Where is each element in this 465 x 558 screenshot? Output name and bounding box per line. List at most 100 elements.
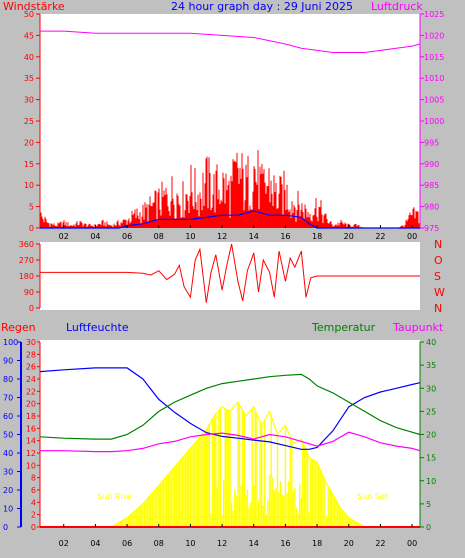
humidity-tick-label: 2 <box>31 511 36 520</box>
rain-tick-label: 100 <box>3 338 18 347</box>
wind-tick-label: 30 <box>24 96 34 105</box>
hour-tick-label: 06 <box>122 232 132 241</box>
pressure-tick-label: 1005 <box>424 96 444 105</box>
hour-tick-label: 16 <box>280 232 290 241</box>
wind-axis-title: Windstärke <box>3 0 65 13</box>
compass-label: O <box>434 254 443 267</box>
hour-tick-label: 00 <box>407 232 417 241</box>
sun-event-label: Sun Set <box>357 492 388 501</box>
humidity-tick-label: 4 <box>31 498 36 507</box>
dewpoint-line <box>40 431 421 453</box>
wind-tick-label: 0 <box>29 224 34 233</box>
rain-tick-label: 80 <box>3 375 13 384</box>
direction-tick-label: 90 <box>24 288 34 297</box>
wind-tick-label: 25 <box>24 117 34 126</box>
rain-tick-label: 40 <box>3 449 13 458</box>
compass-label: N <box>434 238 442 251</box>
pressure-tick-label: 1025 <box>424 10 444 19</box>
temperature-tick-label: 5 <box>426 500 431 509</box>
temperature-tick-label: 20 <box>426 431 436 440</box>
temperature-tick-label: 25 <box>426 407 436 416</box>
dewpoint-axis-title: Taupunkt <box>392 321 444 334</box>
pressure-tick-label: 995 <box>424 138 439 147</box>
direction-tick-label: 0 <box>29 304 34 313</box>
hour-tick-label: 20 <box>344 232 354 241</box>
pressure-tick-label: 980 <box>424 203 439 212</box>
pressure-tick-label: 1000 <box>424 117 444 126</box>
wind-tick-label: 5 <box>29 203 34 212</box>
wind-panel-bg <box>40 14 420 228</box>
wind-tick-label: 15 <box>24 160 34 169</box>
pressure-tick-label: 990 <box>424 160 439 169</box>
hour-tick-label: 10 <box>185 539 195 548</box>
rain-axis-title: Regen <box>1 321 36 334</box>
rain-tick-label: 0 <box>3 523 8 532</box>
humidity-tick-label: 16 <box>26 424 36 433</box>
temperature-tick-label: 40 <box>426 338 436 347</box>
hour-tick-label: 12 <box>217 232 227 241</box>
rain-tick-label: 10 <box>3 505 13 514</box>
wind-tick-label: 45 <box>24 31 34 40</box>
sun-event-label: Sun Rise <box>97 492 132 501</box>
humidity-tick-label: 12 <box>26 449 36 458</box>
chart-title: 24 hour graph day : 29 Juni 2025 <box>171 0 353 13</box>
humidity-tick-label: 10 <box>26 461 36 470</box>
humidity-tick-label: 8 <box>31 474 36 483</box>
humidity-tick-label: 22 <box>26 387 36 396</box>
temperature-tick-label: 35 <box>426 361 436 370</box>
hour-tick-label: 18 <box>312 232 322 241</box>
hour-tick-label: 16 <box>280 539 290 548</box>
direction-tick-label: 270 <box>19 256 34 265</box>
hour-tick-label: 04 <box>90 539 100 548</box>
hour-tick-label: 06 <box>122 539 132 548</box>
rain-tick-label: 70 <box>3 394 13 403</box>
rain-tick-label: 50 <box>3 431 13 440</box>
pressure-tick-label: 1020 <box>424 31 444 40</box>
humidity-line <box>39 367 421 450</box>
hour-tick-label: 02 <box>59 232 69 241</box>
temperature-tick-label: 15 <box>426 454 436 463</box>
compass-label: N <box>434 302 442 315</box>
humidity-tick-label: 20 <box>26 400 36 409</box>
hour-tick-label: 14 <box>249 232 259 241</box>
compass-label: S <box>434 270 441 283</box>
wind-tick-label: 40 <box>24 53 34 62</box>
temperature-axis-title: Temperatur <box>311 321 376 334</box>
hour-tick-label: 10 <box>185 232 195 241</box>
wind-tick-label: 50 <box>24 10 34 19</box>
direction-tick-label: 180 <box>19 272 34 281</box>
humidity-tick-label: 28 <box>26 350 36 359</box>
rain-tick-label: 20 <box>3 486 13 495</box>
humidity-tick-label: 0 <box>31 523 36 532</box>
temperature-line <box>39 373 421 440</box>
humidity-tick-label: 14 <box>26 437 36 446</box>
wind-tick-label: 10 <box>24 181 34 190</box>
hour-tick-label: 00 <box>407 539 417 548</box>
hour-tick-label: 08 <box>154 539 164 548</box>
pressure-line <box>40 30 421 53</box>
hour-tick-label: 02 <box>59 539 69 548</box>
solar-line <box>110 401 365 528</box>
rain-tick-label: 90 <box>3 357 13 366</box>
hour-tick-label: 22 <box>375 539 385 548</box>
temperature-tick-label: 30 <box>426 384 436 393</box>
humidity-tick-label: 24 <box>26 375 36 384</box>
temperature-tick-label: 0 <box>426 523 431 532</box>
temperature-tick-label: 10 <box>426 477 436 486</box>
humidity-tick-label: 6 <box>31 486 36 495</box>
humidity-tick-label: 30 <box>26 338 36 347</box>
hour-tick-label: 12 <box>217 539 227 548</box>
humidity-tick-label: 26 <box>26 363 36 372</box>
wind-tick-label: 35 <box>24 74 34 83</box>
pressure-tick-label: 985 <box>424 181 439 190</box>
chart-marks: 0510152025303540455097598098599099510001… <box>3 10 445 548</box>
direction-tick-label: 360 <box>19 240 34 249</box>
hour-tick-label: 08 <box>154 232 164 241</box>
pressure-tick-label: 1010 <box>424 74 444 83</box>
rain-tick-label: 30 <box>3 468 13 477</box>
pressure-tick-label: 975 <box>424 224 439 233</box>
hour-tick-label: 22 <box>375 232 385 241</box>
wind-average-line <box>40 210 420 229</box>
pressure-axis-title: Luftdruck <box>371 0 423 13</box>
